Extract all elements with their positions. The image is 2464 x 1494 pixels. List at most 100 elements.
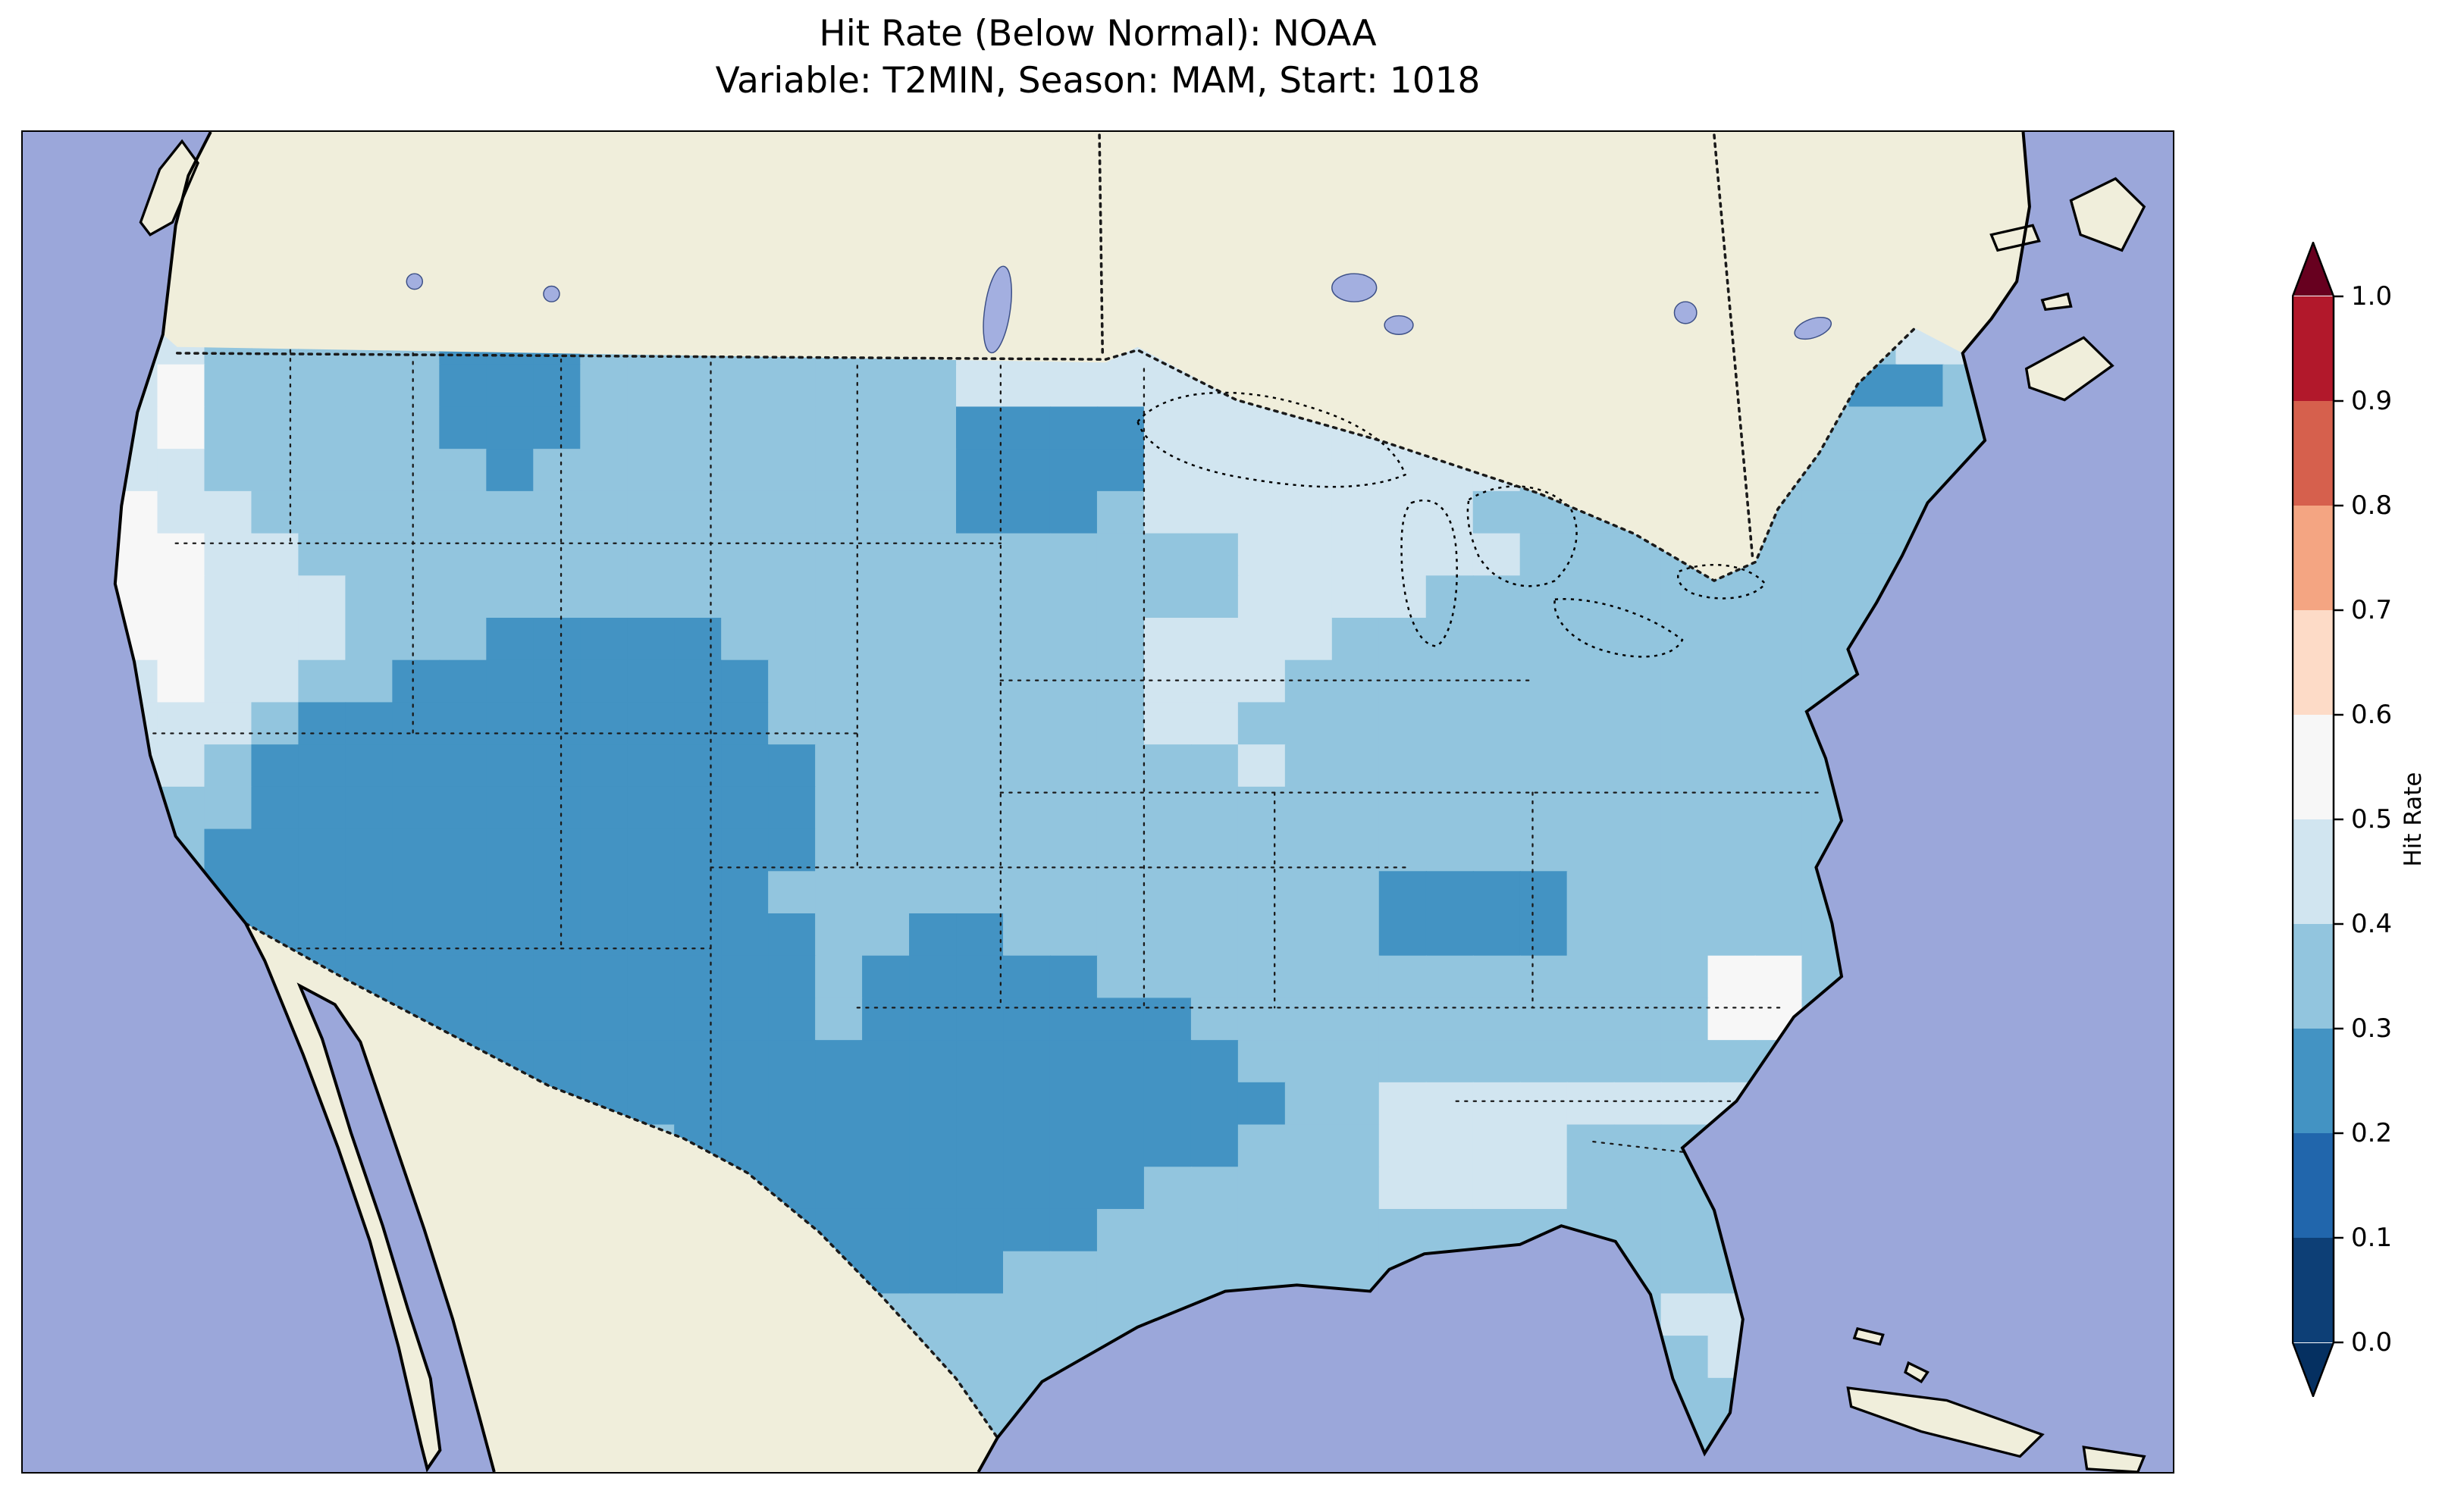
data-cell xyxy=(580,533,629,577)
data-cell xyxy=(251,786,299,830)
data-cell xyxy=(909,786,958,830)
data-cell xyxy=(1378,1124,1428,1168)
data-cell xyxy=(768,702,817,746)
data-cell xyxy=(815,1167,864,1211)
data-cell xyxy=(1331,786,1381,830)
data-cell xyxy=(1613,955,1662,999)
data-cell xyxy=(157,744,205,788)
data-cell xyxy=(157,575,205,619)
data-cell xyxy=(1519,744,1568,788)
data-cell xyxy=(1754,618,1803,661)
data-cell xyxy=(251,406,299,450)
data-cell xyxy=(1331,1040,1381,1084)
data-cell xyxy=(251,702,299,746)
data-cell xyxy=(1754,871,1803,915)
data-cell xyxy=(1237,533,1287,577)
data-cell xyxy=(1237,955,1287,999)
data-cell xyxy=(1707,998,1756,1041)
data-cell xyxy=(768,533,817,577)
data-cell xyxy=(1237,913,1287,957)
data-cell xyxy=(674,575,723,619)
data-cell xyxy=(1660,659,1709,703)
data-cell xyxy=(486,575,534,619)
data-cell xyxy=(580,955,629,999)
data-cell xyxy=(1096,955,1146,999)
data-cell xyxy=(1566,1167,1615,1211)
lake-superior xyxy=(1136,391,1407,488)
data-cell xyxy=(157,618,205,661)
figure-title: Hit Rate (Below Normal): NOAA Variable: … xyxy=(21,11,2174,105)
data-cell xyxy=(956,1167,1005,1211)
data-cell xyxy=(721,1082,770,1126)
data-cell xyxy=(1096,744,1146,788)
data-cell xyxy=(486,744,534,788)
data-cell xyxy=(721,618,770,661)
data-cell xyxy=(1049,1251,1099,1295)
data-cell xyxy=(627,364,676,408)
data-cell xyxy=(486,786,534,830)
data-cell xyxy=(862,533,911,577)
data-cell xyxy=(1143,618,1193,661)
data-cell xyxy=(1096,1251,1146,1295)
data-cell xyxy=(1096,449,1146,493)
data-cell xyxy=(1472,490,1521,534)
data-cell xyxy=(1519,871,1568,915)
data-cell xyxy=(439,449,487,493)
data-cell xyxy=(1143,1208,1193,1252)
data-cell xyxy=(345,406,393,450)
data-cell xyxy=(1613,828,1662,872)
data-cell xyxy=(204,828,252,872)
data-cell xyxy=(815,998,864,1041)
data-cell xyxy=(1331,828,1381,872)
colorbar-segment xyxy=(2293,1238,2334,1342)
data-cell xyxy=(1190,533,1240,577)
data-cell xyxy=(204,406,252,450)
data-cell xyxy=(439,659,487,703)
data-cell xyxy=(1096,786,1146,830)
data-cell xyxy=(486,828,534,872)
data-cell xyxy=(1237,1124,1287,1168)
colorbar-tick-label: 0.8 xyxy=(2351,490,2392,521)
data-cell xyxy=(533,1040,582,1084)
data-cell xyxy=(1707,702,1756,746)
data-cell xyxy=(1003,364,1052,408)
data-cell xyxy=(956,406,1005,450)
data-cell xyxy=(1003,998,1052,1041)
data-cell xyxy=(1003,449,1052,493)
data-cell xyxy=(345,828,393,872)
prince-edward-island xyxy=(2040,292,2073,312)
us-mexico-border xyxy=(244,922,999,1439)
data-cell xyxy=(533,702,582,746)
data-cell xyxy=(1237,1082,1287,1126)
data-cell xyxy=(1707,786,1756,830)
data-cell xyxy=(956,871,1005,915)
data-cell xyxy=(1613,1082,1662,1126)
data-cell xyxy=(1895,364,1944,408)
data-cell xyxy=(533,786,582,830)
data-cell xyxy=(1096,1124,1146,1168)
data-cell xyxy=(1003,533,1052,577)
data-cell xyxy=(1284,871,1334,915)
data-cell xyxy=(956,659,1005,703)
colorbar-tick-label: 0.1 xyxy=(2351,1223,2392,1253)
data-cell xyxy=(1143,955,1193,999)
data-cell xyxy=(862,786,911,830)
data-cell xyxy=(862,998,911,1041)
data-cell xyxy=(1190,1040,1240,1084)
data-cell xyxy=(345,786,393,830)
data-cell xyxy=(1566,913,1615,957)
data-cell xyxy=(392,955,440,999)
data-cell xyxy=(1378,955,1428,999)
colorbar-segment xyxy=(2293,1133,2334,1238)
data-cell xyxy=(815,913,864,957)
data-cell xyxy=(1613,913,1662,957)
data-cell xyxy=(1143,828,1193,872)
data-cell xyxy=(909,659,958,703)
data-cell xyxy=(1190,1167,1240,1211)
data-cell xyxy=(815,828,864,872)
data-cell xyxy=(1472,744,1521,788)
colorbar-tick-label: 0.5 xyxy=(2351,804,2392,835)
data-cell xyxy=(1566,828,1615,872)
data-cell xyxy=(768,449,817,493)
data-cell xyxy=(1331,575,1381,619)
